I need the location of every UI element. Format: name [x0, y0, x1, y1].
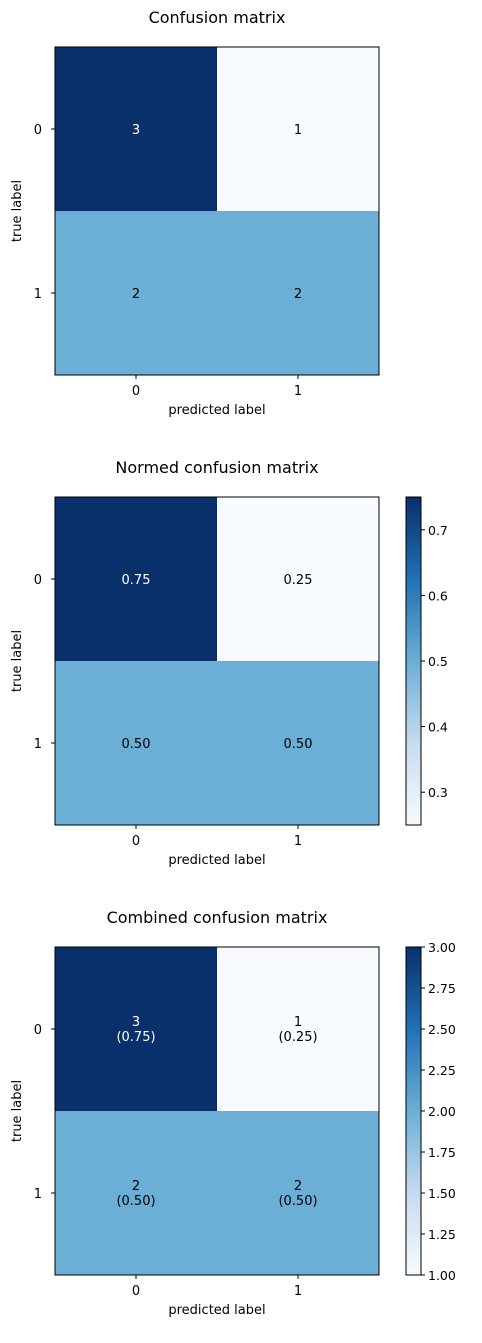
colorbar-tick-label: 1.25 — [428, 1227, 456, 1242]
y-tick-label: 1 — [34, 1187, 42, 1202]
cell-value-label: 1 — [294, 1015, 302, 1030]
cell-value-label: 2 — [132, 287, 140, 302]
cell-value-label: 2 — [132, 1179, 140, 1194]
chart-title: Combined confusion matrix — [107, 908, 328, 927]
x-axis-label: predicted label — [168, 403, 265, 418]
heatmap-cell-1-1 — [217, 661, 379, 825]
cell-value-label: 0.75 — [122, 573, 151, 588]
colorbar-tick-label: 3.00 — [428, 940, 456, 955]
x-axis-label: predicted label — [168, 1303, 265, 1318]
heatmap-cell-1-0 — [55, 661, 217, 825]
y-axis-label: true label — [10, 180, 25, 242]
heatmap-cell-0-0 — [55, 497, 217, 661]
y-tick-label: 0 — [34, 123, 42, 138]
cell-value-label: 1 — [294, 123, 302, 138]
x-tick-label: 0 — [132, 1284, 140, 1299]
y-tick-label: 0 — [34, 573, 42, 588]
heatmap-cell-0-0 — [55, 947, 217, 1111]
x-axis-label: predicted label — [168, 853, 265, 868]
y-tick-label: 1 — [34, 287, 42, 302]
cell-value-label: 2 — [294, 287, 302, 302]
cell-normed-label: (0.25) — [278, 1030, 317, 1045]
colorbar-tick-label: 0.5 — [428, 654, 448, 669]
colorbar-tick-label: 0.3 — [428, 785, 448, 800]
cell-value-label: 0.25 — [284, 573, 313, 588]
x-tick-label: 1 — [294, 384, 302, 399]
chart-title: Confusion matrix — [149, 8, 286, 27]
colorbar-tick-label: 1.50 — [428, 1186, 456, 1201]
axes-frame — [54, 46, 380, 376]
y-axis-label: true label — [10, 1080, 25, 1142]
cell-normed-label: (0.50) — [116, 1194, 155, 1209]
cell-value-label: 3 — [132, 1015, 140, 1030]
heatmap-cell-0-1 — [217, 497, 379, 661]
colorbar-tick-label: 2.75 — [428, 981, 456, 996]
colorbar-tick-label: 0.4 — [428, 720, 448, 735]
heatmap-cell-0-0 — [55, 47, 217, 211]
cell-normed-label: (0.50) — [278, 1194, 317, 1209]
heatmap-cell-1-1 — [217, 211, 379, 375]
colorbar — [405, 946, 422, 1276]
cell-value-label: 0.50 — [284, 737, 313, 752]
axes-frame — [54, 946, 380, 1276]
colorbar — [405, 496, 422, 826]
x-tick-label: 0 — [132, 834, 140, 849]
heatmap-cell-1-1 — [217, 1111, 379, 1275]
x-tick-label: 1 — [294, 834, 302, 849]
heatmap-cell-0-1 — [217, 947, 379, 1111]
cell-value-label: 3 — [132, 123, 140, 138]
y-tick-label: 0 — [34, 1023, 42, 1038]
cell-normed-label: (0.75) — [116, 1030, 155, 1045]
colorbar-tick-label: 2.00 — [428, 1104, 456, 1119]
colorbar-tick-label: 1.75 — [428, 1145, 456, 1160]
heatmap-cell-0-1 — [217, 47, 379, 211]
cell-value-label: 2 — [294, 1179, 302, 1194]
chart-title: Normed confusion matrix — [115, 458, 318, 477]
colorbar-tick-label: 2.50 — [428, 1022, 456, 1037]
colorbar-tick-label: 1.00 — [428, 1268, 456, 1283]
colorbar-tick-label: 0.6 — [428, 588, 448, 603]
heatmap-cell-1-0 — [55, 211, 217, 375]
colorbar-tick-label: 2.25 — [428, 1063, 456, 1078]
x-tick-label: 1 — [294, 1284, 302, 1299]
y-tick-label: 1 — [34, 737, 42, 752]
x-tick-label: 0 — [132, 384, 140, 399]
axes-frame — [54, 496, 380, 826]
cell-value-label: 0.50 — [122, 737, 151, 752]
heatmap-cell-1-0 — [55, 1111, 217, 1275]
y-axis-label: true label — [10, 630, 25, 692]
colorbar-tick-label: 0.7 — [428, 523, 448, 538]
